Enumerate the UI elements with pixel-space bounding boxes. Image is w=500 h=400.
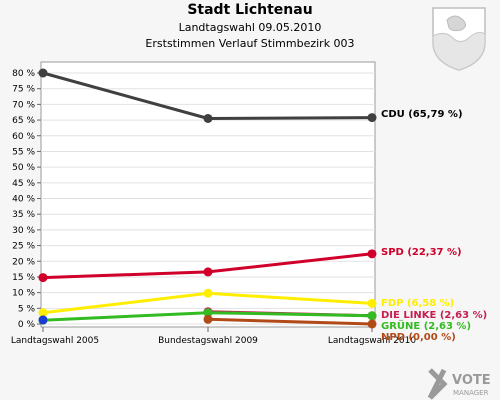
brand-logo: VOTE MANAGER <box>427 368 491 400</box>
series-end-labels: CDU (65,79 %) SPD (22,37 %) FDP (6,58 %)DI… <box>381 109 487 343</box>
y-tick-label: 0 % <box>18 320 36 330</box>
x-tick-label: Landtagswahl 2005 <box>11 336 99 346</box>
data-point <box>367 249 377 259</box>
data-point <box>367 311 377 321</box>
y-tick-label: 70 % <box>12 100 35 110</box>
brand-line2: MANAGER <box>453 389 489 397</box>
data-point <box>367 319 377 329</box>
y-tick-label: 10 % <box>12 289 35 299</box>
y-tick-label: 40 % <box>12 195 35 205</box>
y-tick-label: 60 % <box>12 132 35 142</box>
x-tick-label: Landtagswahl 2010 <box>328 336 417 346</box>
data-point <box>38 68 48 78</box>
series-end-label: FDP (6,58 %) <box>381 298 454 309</box>
series-end-label: CDU (65,79 %) <box>381 109 463 120</box>
coat-of-arms-icon <box>432 7 486 71</box>
y-tick-label: 80 % <box>12 69 35 79</box>
series-end-label: GRÜNE (2,63 %) <box>381 318 471 332</box>
data-point <box>38 273 48 283</box>
data-point <box>203 267 213 277</box>
data-point <box>203 314 213 324</box>
x-axis: Landtagswahl 2005 Bundestagswahl 2009 Land… <box>11 327 417 346</box>
brand-x-icon <box>427 368 448 400</box>
data-point <box>367 113 377 123</box>
brand-line1: VOTE <box>452 373 491 388</box>
y-tick-label: 30 % <box>12 226 35 236</box>
y-tick-label: 75 % <box>12 85 35 95</box>
y-tick-label: 65 % <box>12 116 35 126</box>
y-axis: 0 % 5 % 10 % 15 % 20 % 25 % 30 % 35 % 40 % 45 % 50… <box>12 69 41 330</box>
data-point <box>367 298 377 308</box>
plot-area <box>40 61 376 328</box>
series-line <box>207 317 373 326</box>
y-tick-label: 20 % <box>12 257 35 267</box>
chart-subtitle-2: Erststimmen Verlauf Stimmbezirk 003 <box>145 37 355 50</box>
data-point <box>203 113 213 123</box>
y-tick-label: 35 % <box>12 210 35 220</box>
series-end-label: SPD (22,37 %) <box>381 247 462 258</box>
x-tick-label: Bundestagswahl 2009 <box>158 336 258 346</box>
y-tick-label: 50 % <box>12 163 35 173</box>
grid-lines <box>41 72 375 325</box>
series-points <box>38 68 377 329</box>
y-tick-label: 15 % <box>12 273 35 283</box>
data-point <box>203 308 213 318</box>
chart-subtitle: Landtagswahl 09.05.2010 <box>178 21 322 34</box>
series-end-label: NPD (0,00 %) <box>381 332 456 343</box>
y-tick-label: 5 % <box>18 304 36 314</box>
y-tick-label: 25 % <box>12 242 35 252</box>
data-point <box>38 315 48 325</box>
data-point <box>203 288 213 298</box>
series-end-label: DIE LINKE (2,63 %) <box>381 310 487 321</box>
data-point <box>38 308 48 318</box>
chart-title: Stadt Lichtenau <box>187 2 313 18</box>
y-tick-label: 55 % <box>12 147 35 157</box>
y-tick-label: 45 % <box>12 179 35 189</box>
